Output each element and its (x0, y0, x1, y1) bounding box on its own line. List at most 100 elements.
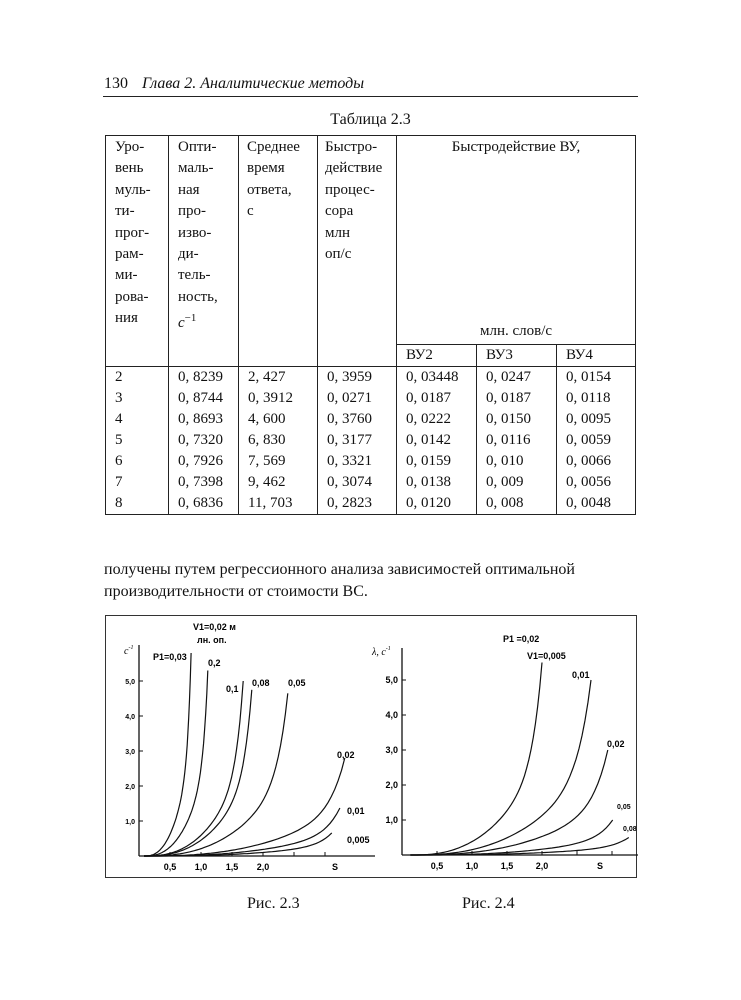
chart-annotation: лн. оп. (197, 635, 227, 645)
table-cell: 0, 0056 (556, 472, 636, 493)
data-table: Уро- вень муль- ти- прог- рам- ми- рова-… (105, 135, 636, 515)
series-curve (410, 679, 592, 856)
x-tick-label: 1,5 (501, 861, 514, 871)
x-tick-label: 1,0 (466, 861, 479, 871)
table-row: 3 0, 8744 0, 3912 0, 0271 0, 0187 0, 0187 0, 0… (105, 388, 636, 409)
table-cell: 0, 2823 (317, 493, 397, 515)
unit-base: c (178, 315, 185, 332)
column-header-io-speed: Быстродействие ВУ, млн. слов/с (396, 135, 636, 345)
y-axis-label: λ, c-1 (371, 646, 391, 658)
series-curve (144, 680, 244, 857)
series-curve (144, 652, 192, 857)
y-axis-label-base: λ, c (371, 647, 386, 658)
series-curve (410, 749, 609, 856)
table-cell: 0, 0150 (476, 409, 557, 430)
table-cell: 0, 0059 (556, 430, 636, 451)
table-cell: 0, 0247 (476, 366, 557, 388)
series-label: 0,02 (607, 739, 625, 749)
series-label: 0,005 (347, 835, 370, 845)
figure-caption-2-4: Рис. 2.4 (462, 895, 515, 912)
paragraph-line-1: получены путем регрессионного анализа за… (104, 561, 575, 578)
series-label: 0,2 (208, 658, 221, 668)
table-cell: 0, 7320 (168, 430, 239, 451)
io-speed-unit: млн. слов/с (479, 322, 553, 339)
y-axis-label-sup: -1 (128, 645, 133, 651)
chapter-title: Глава 2. Аналитические методы (142, 75, 365, 92)
column-header-level: Уро- вень муль- ти- прог- рам- ми- рова-… (105, 135, 169, 367)
table-row: 6 0, 7926 7, 569 0, 3321 0, 0159 0, 010 0, 006… (105, 451, 636, 472)
x-axis-label: S (597, 861, 603, 871)
table-cell: 0, 7926 (168, 451, 239, 472)
table-row: 2 0, 8239 2, 427 0, 3959 0, 03448 0, 0247 0, 0… (105, 366, 636, 388)
figure-caption-2-3: Рис. 2.3 (247, 895, 300, 912)
y-tick-label: 3,0 (125, 749, 135, 756)
table-cell: 0, 0222 (396, 409, 477, 430)
series-curve (410, 836, 630, 856)
x-tick-label: 1,5 (226, 862, 239, 872)
y-axis-label-base: c (124, 646, 129, 657)
table-cell: 0, 0187 (396, 388, 477, 409)
io-speed-title: Быстродействие ВУ, (451, 139, 581, 155)
table-cell: 0, 3760 (317, 409, 397, 430)
table-cell: 0, 0120 (396, 493, 477, 515)
chart-annotation: V1=0,02 м (193, 622, 236, 632)
series-label: 0,05 (288, 678, 306, 688)
table-cell: 4, 600 (238, 409, 318, 430)
series-curve (144, 670, 209, 857)
table-row: 5 0, 7320 6, 830 0, 3177 0, 0142 0, 0116 0, 00… (105, 430, 636, 451)
x-tick-label: 1,0 (195, 862, 208, 872)
table-cell: 0, 6836 (168, 493, 239, 515)
x-tick-label: 2,0 (257, 862, 270, 872)
header-rule (103, 96, 638, 97)
chart-annotation: P1 =0,02 (503, 634, 539, 644)
y-tick-label: 4,0 (385, 710, 398, 720)
x-tick-label: 0,5 (431, 861, 444, 871)
y-axis-label-sup: -1 (386, 646, 391, 652)
table-cell: 0, 009 (476, 472, 557, 493)
column-header-throughput-text: Опти- маль- ная про- изво- ди- тель- нос… (178, 139, 218, 305)
y-tick-label: 5,0 (125, 679, 135, 686)
y-tick-label: 3,0 (385, 745, 398, 755)
y-tick-label: 2,0 (125, 784, 135, 791)
table-cell: 0, 03448 (396, 366, 477, 388)
table-cell: 0, 3177 (317, 430, 397, 451)
series-label: 0,01 (572, 670, 590, 680)
series-curve (144, 693, 289, 857)
table-cell: 0, 8239 (168, 366, 239, 388)
sub-header-vu3: ВУ3 (476, 344, 557, 367)
y-tick-label: 1,0 (385, 815, 398, 825)
table-cell: 6, 830 (238, 430, 318, 451)
table-cell: 0, 0066 (556, 451, 636, 472)
series-label: 0,01 (347, 806, 365, 816)
y-tick-label: 1,0 (125, 819, 135, 826)
table-cell: 9, 462 (238, 472, 318, 493)
table-cell: 11, 703 (238, 493, 318, 515)
y-tick-label: 2,0 (385, 780, 398, 790)
running-head: 130 Глава 2. Аналитические методы (104, 75, 364, 93)
table-cell: 0, 0138 (396, 472, 477, 493)
table-cell: 0, 0154 (556, 366, 636, 388)
x-tick-label: 2,0 (536, 861, 549, 871)
table-cell: 0, 7398 (168, 472, 239, 493)
table-cell: 0, 0118 (556, 388, 636, 409)
series-curve (144, 757, 346, 857)
y-axis-label: c-1 (124, 645, 133, 657)
series-label: 0,1 (226, 684, 239, 694)
table-cell: 0, 010 (476, 451, 557, 472)
table-row: 7 0, 7398 9, 462 0, 3074 0, 0138 0, 009 0, 005… (105, 472, 636, 493)
table-cell: 0, 3074 (317, 472, 397, 493)
figure-frame (105, 615, 637, 878)
table-cell: 0, 0187 (476, 388, 557, 409)
table-cell: 0, 0095 (556, 409, 636, 430)
series-label: 0,05 (617, 804, 631, 811)
table-row: 8 0, 6836 11, 703 0, 2823 0, 0120 0, 008 0, 00… (105, 493, 636, 515)
column-header-cpu-speed: Быстро- действие процес- сора млн оп/с (317, 135, 397, 367)
sub-header-vu4: ВУ4 (556, 344, 636, 367)
table-caption: Таблица 2.3 (330, 111, 411, 128)
series-label: P1=0,03 (153, 652, 187, 662)
x-tick-label: 0,5 (164, 862, 177, 872)
table-cell: 2, 427 (238, 366, 318, 388)
table-cell: 0, 3321 (317, 451, 397, 472)
series-label: V1=0,005 (527, 651, 566, 661)
